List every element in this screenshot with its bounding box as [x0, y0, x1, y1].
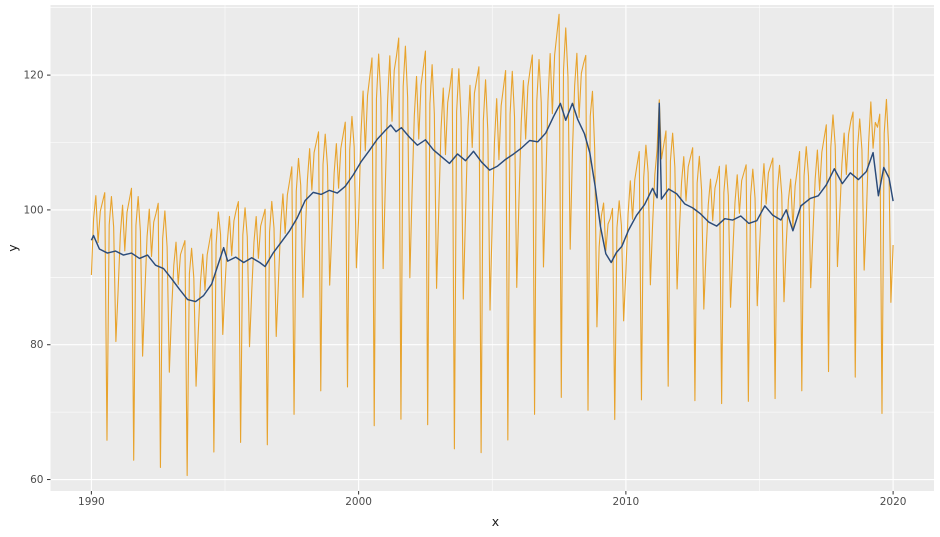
x-tick-label: 2020 [880, 496, 907, 508]
y-tick-label: 100 [23, 204, 43, 216]
x-tick-label: 1990 [78, 496, 105, 508]
series-trend-line [90, 102, 894, 303]
x-tick-label: 2000 [345, 496, 372, 508]
x-tick-label: 2010 [613, 496, 640, 508]
x-axis-title: x [491, 514, 500, 529]
y-tick-labels: 60 80 100 120 [23, 70, 43, 486]
axis-tick-marks [47, 74, 894, 495]
y-tick-label: 120 [23, 70, 43, 82]
y-tick-label: 80 [30, 339, 43, 351]
y-tick-label: 60 [30, 474, 43, 486]
series-monthly-observed-line [90, 13, 894, 477]
x-tick-labels: 1990 2000 2010 2020 [78, 496, 906, 508]
series-group [90, 13, 894, 477]
